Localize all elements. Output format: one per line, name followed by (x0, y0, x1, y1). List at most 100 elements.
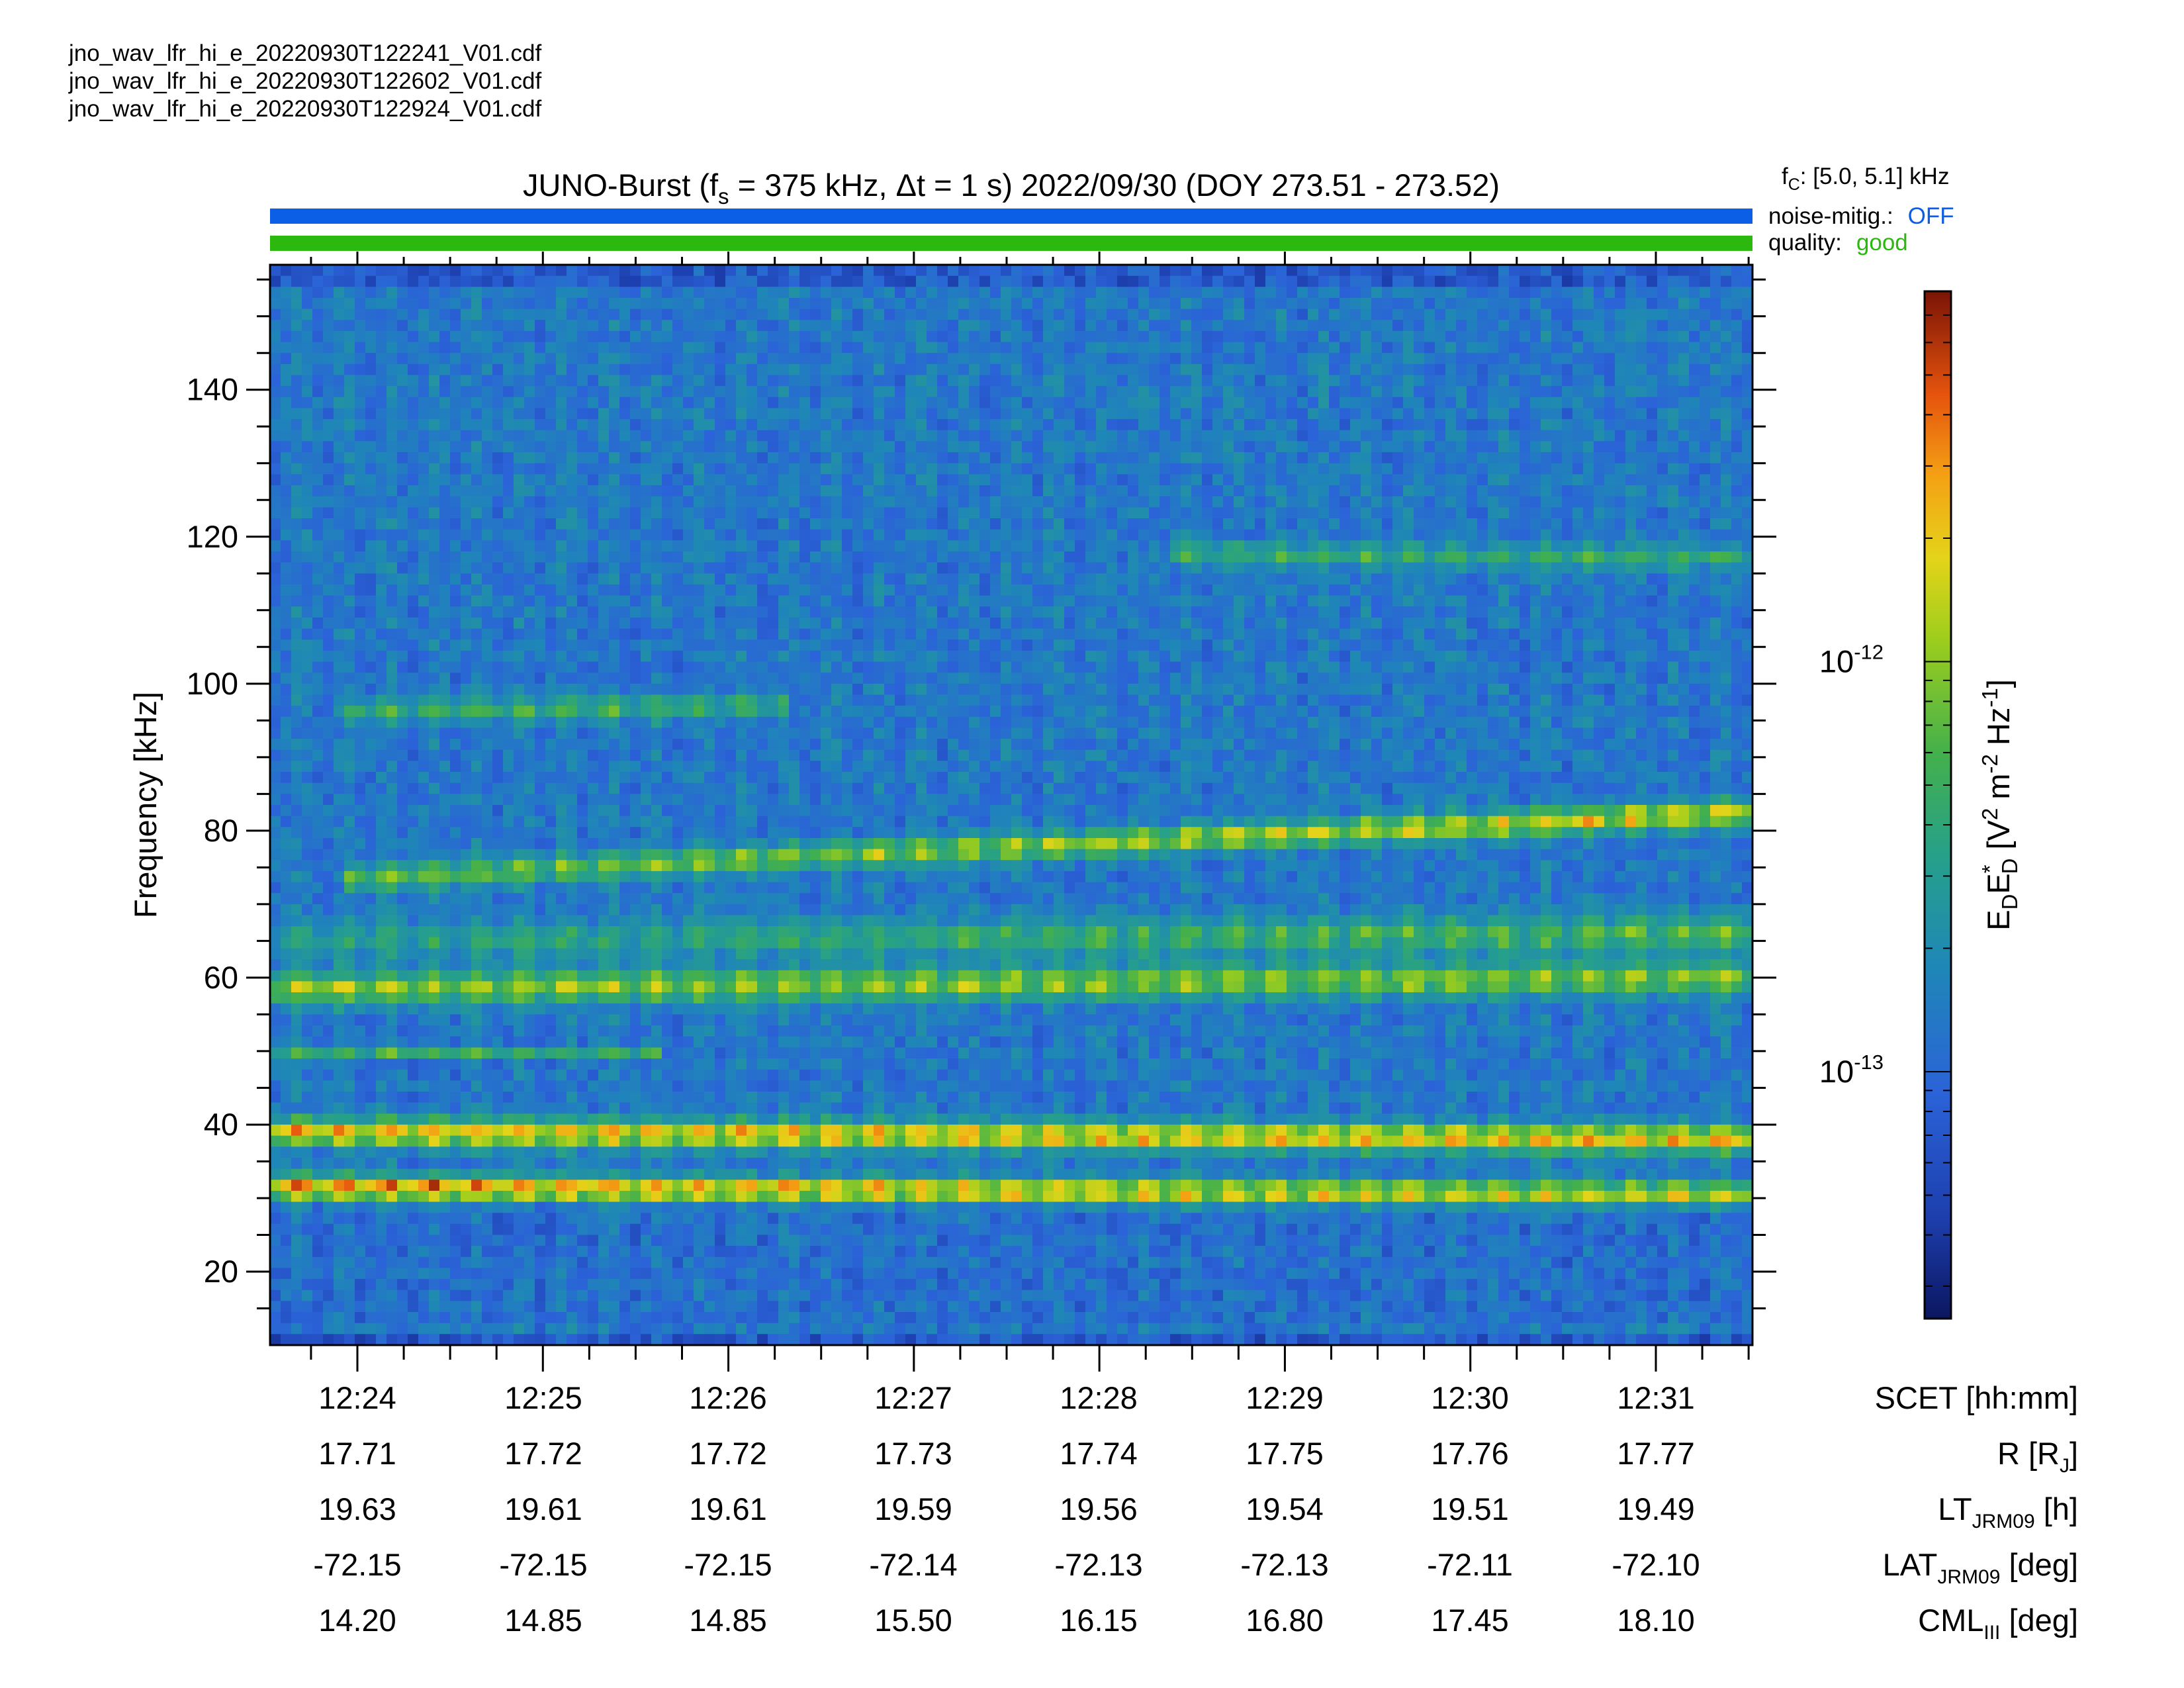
spectrogram-cell (492, 1092, 504, 1103)
spectrogram-cell (715, 782, 726, 794)
spectrogram-cell (545, 452, 557, 464)
spectrogram-cell (281, 562, 292, 574)
spectrogram-cell (588, 1092, 599, 1103)
spectrogram-cell (789, 1113, 800, 1125)
spectrogram-cell (450, 650, 461, 663)
spectrogram-cell (662, 1025, 673, 1037)
spectrogram-cell (672, 1334, 684, 1345)
spectrogram-cell (757, 937, 768, 949)
spectrogram-cell (619, 441, 631, 453)
spectrogram-cell (291, 562, 302, 574)
spectrogram-cell (514, 1223, 525, 1236)
spectrogram-cell (323, 782, 334, 794)
spectrogram-cell (365, 1301, 377, 1313)
spectrogram-cell (492, 1147, 504, 1158)
spectrogram-cell (683, 1168, 694, 1180)
spectrogram-cell (461, 694, 472, 706)
spectrogram-cell (662, 1180, 673, 1192)
spectrogram-cell (281, 573, 292, 585)
spectrogram-cell (450, 1279, 461, 1291)
spectrogram-cell (291, 353, 302, 365)
spectrogram-cell (736, 639, 747, 651)
spectrogram-cell (609, 1256, 620, 1269)
spectrogram-cell (514, 1157, 525, 1170)
spectrogram-cell (545, 430, 557, 442)
spectrogram-cell (757, 265, 768, 277)
spectrogram-cell (482, 1312, 493, 1324)
spectrogram-cell (302, 452, 313, 464)
spectrogram-cell (556, 1334, 567, 1345)
spectrogram-cell (376, 761, 387, 773)
spectrogram-cell (736, 959, 747, 971)
spectrogram-cell (609, 1124, 620, 1137)
spectrogram-cell (291, 1268, 302, 1280)
spectrogram-cell (757, 386, 768, 398)
spectrogram-cell (609, 893, 620, 905)
spectrogram-cell (418, 1334, 430, 1345)
spectrogram-cell (429, 970, 440, 982)
spectrogram-cell (503, 893, 514, 905)
spectrogram-cell (482, 1301, 493, 1313)
spectrogram-cell (355, 474, 366, 486)
spectrogram-cell (747, 870, 758, 883)
spectrogram-cell (408, 849, 419, 861)
spectrogram-cell (429, 749, 440, 761)
spectrogram-cell (715, 1235, 726, 1246)
spectrogram-cell (408, 1268, 419, 1280)
spectrogram-cell (461, 308, 472, 320)
spectrogram-cell (651, 353, 662, 365)
spectrogram-cell (270, 595, 281, 607)
spectrogram-cell (334, 1135, 345, 1147)
spectrogram-cell (757, 1289, 768, 1301)
spectrogram-cell (651, 1036, 662, 1048)
spectrogram-cell (439, 1201, 451, 1213)
spectrogram-cell (312, 727, 324, 739)
spectrogram-cell (609, 915, 620, 927)
spectrogram-cell (270, 1180, 281, 1192)
spectrogram-cell (312, 573, 324, 585)
spectrogram-cell (641, 959, 652, 971)
spectrogram-cell (524, 1312, 535, 1324)
spectrogram-cell (662, 1190, 673, 1203)
spectrogram-cell (588, 673, 599, 684)
spectrogram-cell (503, 959, 514, 971)
spectrogram-cell (482, 981, 493, 993)
spectrogram-cell (418, 573, 430, 585)
spectrogram-cell (757, 518, 768, 530)
spectrogram-cell (651, 430, 662, 442)
spectrogram-cell (577, 386, 588, 398)
spectrogram-cell (450, 1135, 461, 1147)
spectrogram-cell (429, 1124, 440, 1137)
spectrogram-cell (789, 782, 800, 794)
spectrogram-cell (715, 430, 726, 442)
spectrogram-cell (439, 904, 451, 916)
spectrogram-cell (439, 639, 451, 651)
spectrogram-cell (556, 1157, 567, 1170)
spectrogram-cell (461, 992, 472, 1004)
spectrogram-cell (355, 959, 366, 971)
spectrogram-cell (429, 386, 440, 398)
spectrogram-cell (757, 782, 768, 794)
spectrogram-cell (323, 1235, 334, 1246)
spectrogram-cell (651, 529, 662, 541)
spectrogram-cell (439, 694, 451, 706)
spectrogram-cell (545, 551, 557, 563)
spectrogram-cell (439, 959, 451, 971)
spectrogram-cell (408, 1279, 419, 1291)
spectrogram-cell (577, 320, 588, 332)
spectrogram-cell (588, 540, 599, 552)
spectrogram-cell (598, 639, 610, 651)
spectrogram-cell (323, 1301, 334, 1313)
spectrogram-cell (439, 1301, 451, 1313)
spectrogram-cell (344, 397, 355, 409)
spectrogram-cell (344, 617, 355, 630)
spectrogram-cell (588, 342, 599, 353)
spectrogram-cell (334, 959, 345, 971)
spectrogram-cell (609, 816, 620, 827)
spectrogram-cell (450, 970, 461, 982)
spectrogram-cell (588, 761, 599, 773)
spectrogram-cell (715, 1190, 726, 1203)
spectrogram-cell (439, 650, 451, 663)
spectrogram-cell (334, 1279, 345, 1291)
spectrogram-cell (482, 772, 493, 784)
